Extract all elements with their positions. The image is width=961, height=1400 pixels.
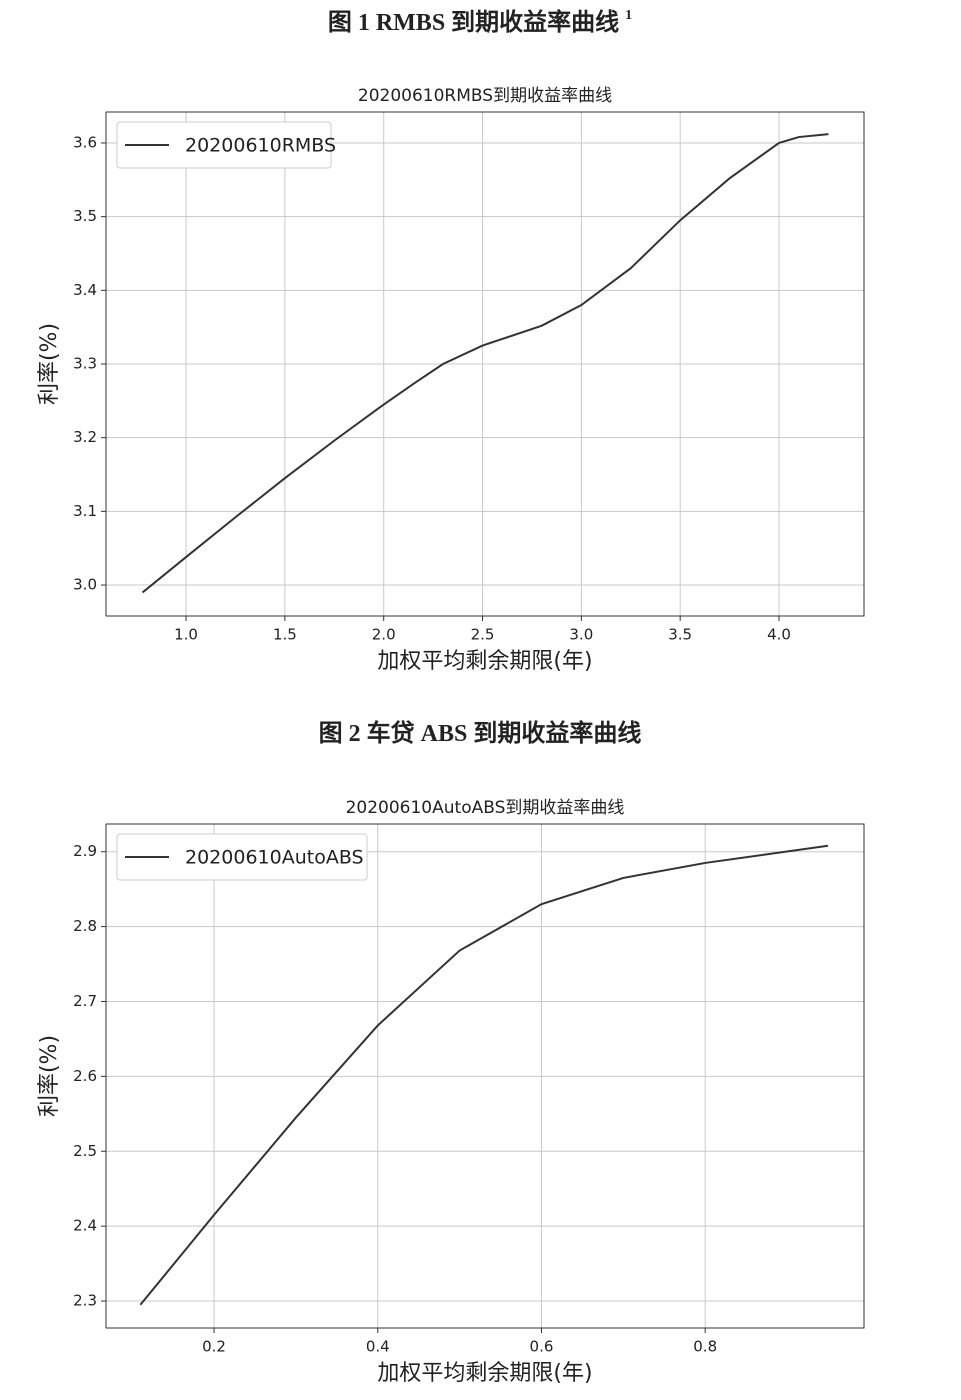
y-axis-label: 利率(%) xyxy=(37,323,62,405)
line xyxy=(139,844,829,1306)
x-axis-label: 加权平均剩余期限(年) xyxy=(377,1361,592,1386)
y-tick-label: 3.5 xyxy=(73,207,97,225)
y-tick-label: 3.4 xyxy=(73,281,97,299)
x-tick-label: 3.0 xyxy=(569,626,593,644)
y-tick-label: 2.4 xyxy=(73,1217,97,1235)
line xyxy=(141,133,829,594)
figure-caption: 图 2 车贷 ABS 到期收益率曲线 xyxy=(319,719,642,747)
y-tick-label: 2.3 xyxy=(73,1292,97,1310)
y-tick-label: 3.1 xyxy=(73,502,97,520)
x-tick-label: 2.0 xyxy=(372,626,396,644)
x-tick-label: 2.5 xyxy=(471,626,495,644)
y-tick-label: 3.0 xyxy=(73,576,97,594)
x-tick-label: 0.4 xyxy=(366,1338,390,1356)
y-axis-label: 利率(%) xyxy=(37,1035,62,1117)
figure-caption: 图 1 RMBS 到期收益率曲线 1 xyxy=(328,8,632,36)
y-tick-label: 3.6 xyxy=(73,133,97,151)
legend-label: 20200610RMBS xyxy=(185,135,336,157)
x-tick-label: 1.5 xyxy=(273,626,297,644)
legend-box xyxy=(116,833,368,881)
x-axis-label: 加权平均剩余期限(年) xyxy=(377,649,592,674)
chart-title: 20200610RMBS到期收益率曲线 xyxy=(358,86,612,106)
x-tick-label: 4.0 xyxy=(767,626,791,644)
x-tick-label: 0.6 xyxy=(530,1338,554,1356)
legend-box xyxy=(116,121,332,169)
plot-frame xyxy=(105,823,865,1329)
y-tick-label: 3.2 xyxy=(73,428,97,446)
y-tick-label: 2.6 xyxy=(73,1067,97,1085)
y-tick-label: 2.8 xyxy=(73,917,97,935)
caption-text: 图 2 车贷 ABS 到期收益率曲线 xyxy=(319,719,642,747)
x-tick-label: 0.8 xyxy=(693,1338,717,1356)
y-tick-label: 2.9 xyxy=(73,842,97,860)
legend-label: 20200610AutoABS xyxy=(185,847,364,869)
y-tick-label: 2.5 xyxy=(73,1142,97,1160)
chart-title: 20200610AutoABS到期收益率曲线 xyxy=(346,798,625,818)
x-tick-label: 3.5 xyxy=(668,626,692,644)
x-tick-label: 0.2 xyxy=(202,1338,226,1356)
x-tick-label: 1.0 xyxy=(174,626,198,644)
plot-frame xyxy=(105,111,865,617)
y-tick-label: 3.3 xyxy=(73,355,97,373)
footnote-mark: 1 xyxy=(625,8,632,23)
caption-text: 图 1 RMBS 到期收益率曲线 xyxy=(328,8,619,36)
y-tick-label: 2.7 xyxy=(73,992,97,1010)
